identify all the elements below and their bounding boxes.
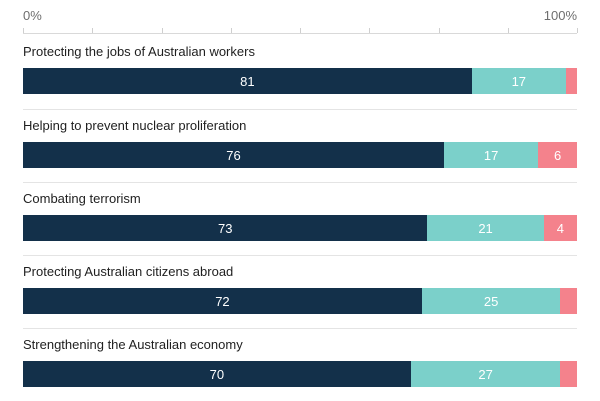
axis-tick	[300, 28, 301, 33]
bar-segment: 17	[471, 68, 566, 94]
row-label: Combating terrorism	[23, 191, 141, 206]
segment-value-label: 72	[215, 293, 230, 309]
axis-label-right: 100%	[543, 8, 577, 23]
segment-value-label: 4	[556, 220, 564, 236]
bar-segment	[565, 68, 577, 94]
segment-value-label: 70	[209, 366, 225, 382]
bar-segment: 73	[23, 215, 428, 241]
chart-row: Strengthening the Australian economy 70 2…	[23, 328, 577, 401]
segment-value-label: 25	[483, 293, 499, 309]
bar-segment: 81	[23, 68, 472, 94]
axis-tick	[369, 28, 371, 33]
segment-value-label: 17	[511, 73, 527, 89]
segment-value-label: 21	[478, 220, 493, 236]
row-label: Strengthening the Australian economy	[23, 337, 243, 352]
axis-tick	[230, 28, 232, 33]
chart-rows: Protecting the jobs of Australian worker…	[23, 36, 577, 401]
chart-row: Protecting the jobs of Australian worker…	[23, 36, 577, 109]
axis-tick	[161, 28, 163, 33]
bar-segment: 76	[23, 142, 445, 168]
segment-value-label: 73	[217, 220, 233, 236]
axis-tick	[23, 28, 24, 33]
bar-segment: 17	[444, 142, 539, 168]
bar-segment: 6	[538, 142, 577, 168]
axis-tick	[507, 28, 509, 33]
axis-label-left: 0%	[23, 8, 42, 23]
row-label: Helping to prevent nuclear proliferation	[23, 118, 247, 133]
chart-row: Helping to prevent nuclear proliferation…	[23, 109, 577, 182]
segment-value-label: 6	[553, 147, 562, 163]
bar: 73 21 4	[23, 215, 577, 241]
bar: 70 27	[23, 361, 577, 387]
segment-value-label: 76	[226, 147, 241, 163]
chart-row: Combating terrorism 73 21 4	[23, 182, 577, 255]
bar-segment: 72	[23, 288, 422, 314]
axis-labels: 0% 100%	[23, 8, 577, 24]
segment-value-label: 17	[483, 147, 499, 163]
bar: 76 17 6	[23, 142, 577, 168]
chart-row: Protecting Australian citizens abroad 72…	[23, 255, 577, 328]
segment-value-label: 27	[478, 366, 493, 382]
axis-tick-strip	[23, 26, 578, 34]
bar-segment: 27	[410, 361, 561, 387]
segment-value-label: 81	[240, 73, 255, 89]
row-label: Protecting the jobs of Australian worker…	[23, 44, 255, 59]
bar: 81 17	[23, 68, 577, 94]
top-axis: 0% 100%	[23, 8, 578, 34]
axis-tick	[92, 28, 94, 33]
bar-segment	[560, 288, 577, 314]
bar-segment: 21	[427, 215, 544, 241]
bar: 72 25	[23, 288, 577, 314]
bar-segment: 25	[421, 288, 561, 314]
bar-segment	[560, 361, 577, 387]
row-label: Protecting Australian citizens abroad	[23, 264, 234, 279]
axis-tick	[438, 28, 440, 33]
axis-tick	[577, 28, 578, 33]
bar-segment: 70	[23, 361, 411, 387]
bar-segment: 4	[543, 215, 577, 241]
